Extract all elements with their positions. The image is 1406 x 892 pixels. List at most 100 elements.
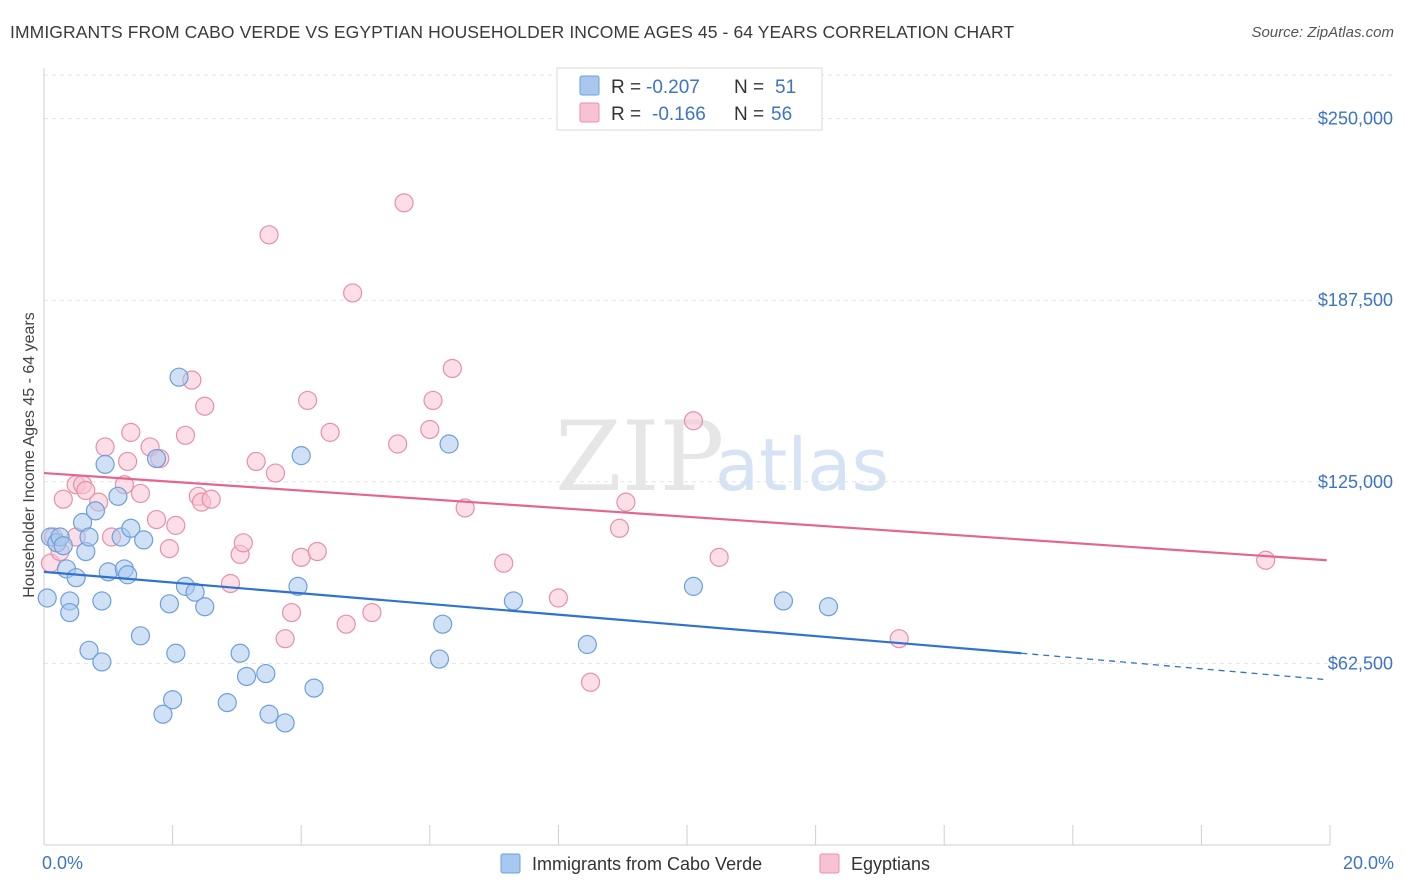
point-egyptians-51 [616, 492, 636, 512]
point-cabo-verde-33 [195, 597, 215, 617]
point-egyptians-39 [343, 283, 363, 303]
point-egyptians-35 [298, 390, 318, 411]
point-egyptians-28 [233, 533, 253, 553]
legend-n-label-1: N = [734, 77, 764, 98]
point-egyptians-52 [683, 411, 704, 431]
trend-lines [43, 471, 1327, 681]
point-cabo-verde-23 [130, 626, 151, 646]
point-cabo-verde-48 [683, 576, 704, 596]
legend-r-value-1: -0.207 [646, 77, 700, 98]
chart-source: Source: ZipAtlas.com [1251, 24, 1394, 41]
point-cabo-verde-12 [79, 640, 99, 660]
point-cabo-verde-40 [288, 576, 308, 596]
legend-n-value-1: 51 [775, 77, 796, 98]
point-cabo-verde-34 [217, 693, 237, 713]
point-egyptians-18 [159, 539, 179, 559]
x-tick-label-min: 0.0% [42, 853, 83, 873]
point-egyptians-40 [362, 602, 382, 623]
y-tick-label-3: $250,000 [1318, 109, 1393, 129]
legend-swatch-egyptians [579, 102, 600, 123]
point-cabo-verde-26 [153, 704, 173, 724]
point-egyptians-55 [1256, 550, 1276, 570]
point-egyptians-36 [307, 541, 327, 562]
point-cabo-verde-49 [773, 591, 794, 611]
watermark-atlas: atlas [715, 423, 889, 507]
point-cabo-verde-46 [503, 591, 523, 611]
y-axis-label: Householder Income Ages 45 - 64 years [21, 312, 38, 598]
point-cabo-verde-28 [163, 690, 183, 710]
point-cabo-verde-47 [577, 634, 597, 655]
point-egyptians-54 [889, 629, 909, 649]
point-egyptians-49 [580, 672, 601, 692]
axes [43, 68, 1331, 846]
point-cabo-verde-50 [818, 597, 839, 617]
point-cabo-verde-30 [169, 367, 189, 387]
point-egyptians-14 [130, 483, 151, 504]
point-cabo-verde-0 [37, 588, 57, 608]
point-egyptians-20 [175, 425, 196, 445]
point-egyptians-43 [420, 419, 440, 440]
legend-n-label-2: N = [734, 104, 764, 125]
point-egyptians-30 [259, 225, 279, 245]
trend-line-cabo-verde [43, 570, 1022, 655]
legend-box: R = -0.207 N = 51 R = -0.166 N = 56 [556, 67, 823, 131]
point-cabo-verde-35 [230, 643, 250, 663]
y-tick-label-0: $62,500 [1328, 653, 1393, 673]
x-tick-label-max: 20.0% [1343, 853, 1394, 873]
point-cabo-verde-13 [85, 501, 106, 521]
point-cabo-verde-14 [92, 591, 112, 611]
point-cabo-verde-32 [185, 582, 205, 602]
point-egyptians-41 [388, 434, 408, 454]
point-cabo-verde-43 [429, 649, 450, 669]
point-egyptians-16 [146, 509, 167, 530]
point-cabo-verde-11 [79, 527, 99, 547]
point-egyptians-3 [53, 489, 73, 509]
point-egyptians-45 [442, 358, 462, 379]
point-cabo-verde-7 [60, 602, 80, 623]
y-tick-label-2: $187,500 [1318, 290, 1393, 310]
point-cabo-verde-25 [146, 448, 167, 469]
bottom-legend: Immigrants from Cabo Verde Egyptians [500, 853, 930, 874]
legend-r-value-2: -0.166 [652, 104, 706, 125]
bottom-legend-label-cabo-verde: Immigrants from Cabo Verde [532, 854, 762, 874]
point-egyptians-29 [246, 451, 266, 472]
point-egyptians-31 [265, 463, 286, 483]
point-egyptians-47 [494, 553, 514, 573]
point-egyptians-24 [195, 396, 215, 416]
legend-r-label-2: R = [611, 104, 641, 125]
point-cabo-verde-29 [166, 643, 186, 663]
point-cabo-verde-38 [259, 704, 279, 724]
point-cabo-verde-15 [92, 652, 112, 672]
point-cabo-verde-41 [291, 446, 311, 466]
trend-line-extension-cabo-verde [1021, 652, 1324, 681]
point-egyptians-19 [166, 515, 186, 535]
point-egyptians-44 [423, 390, 443, 411]
point-egyptians-32 [275, 629, 295, 649]
point-egyptians-25 [201, 489, 221, 509]
data-points [37, 193, 1276, 733]
legend-swatch-cabo-verde [579, 75, 600, 96]
point-cabo-verde-16 [95, 454, 115, 474]
point-cabo-verde-22 [121, 518, 141, 538]
gridlines [44, 74, 1395, 664]
point-cabo-verde-42 [304, 678, 324, 698]
point-cabo-verde-18 [108, 486, 128, 506]
point-egyptians-13 [121, 422, 141, 442]
y-tick-label-1: $125,000 [1318, 472, 1393, 492]
bottom-legend-label-egyptians: Egyptians [851, 854, 930, 874]
watermark: ZIP atlas [555, 401, 889, 513]
point-egyptians-7 [76, 480, 96, 501]
point-egyptians-48 [548, 588, 569, 608]
point-cabo-verde-27 [159, 594, 179, 614]
chart-title: IMMIGRANTS FROM CABO VERDE VS EGYPTIAN H… [10, 22, 1015, 42]
point-cabo-verde-44 [433, 614, 453, 634]
bottom-legend-swatch-cabo-verde [500, 853, 521, 874]
point-cabo-verde-8 [66, 568, 86, 588]
point-egyptians-34 [291, 547, 311, 567]
point-cabo-verde-21 [117, 565, 138, 585]
point-cabo-verde-37 [256, 663, 276, 684]
point-egyptians-46 [455, 498, 475, 518]
point-cabo-verde-36 [236, 666, 257, 687]
point-egyptians-26 [220, 573, 241, 594]
point-cabo-verde-39 [275, 713, 295, 733]
